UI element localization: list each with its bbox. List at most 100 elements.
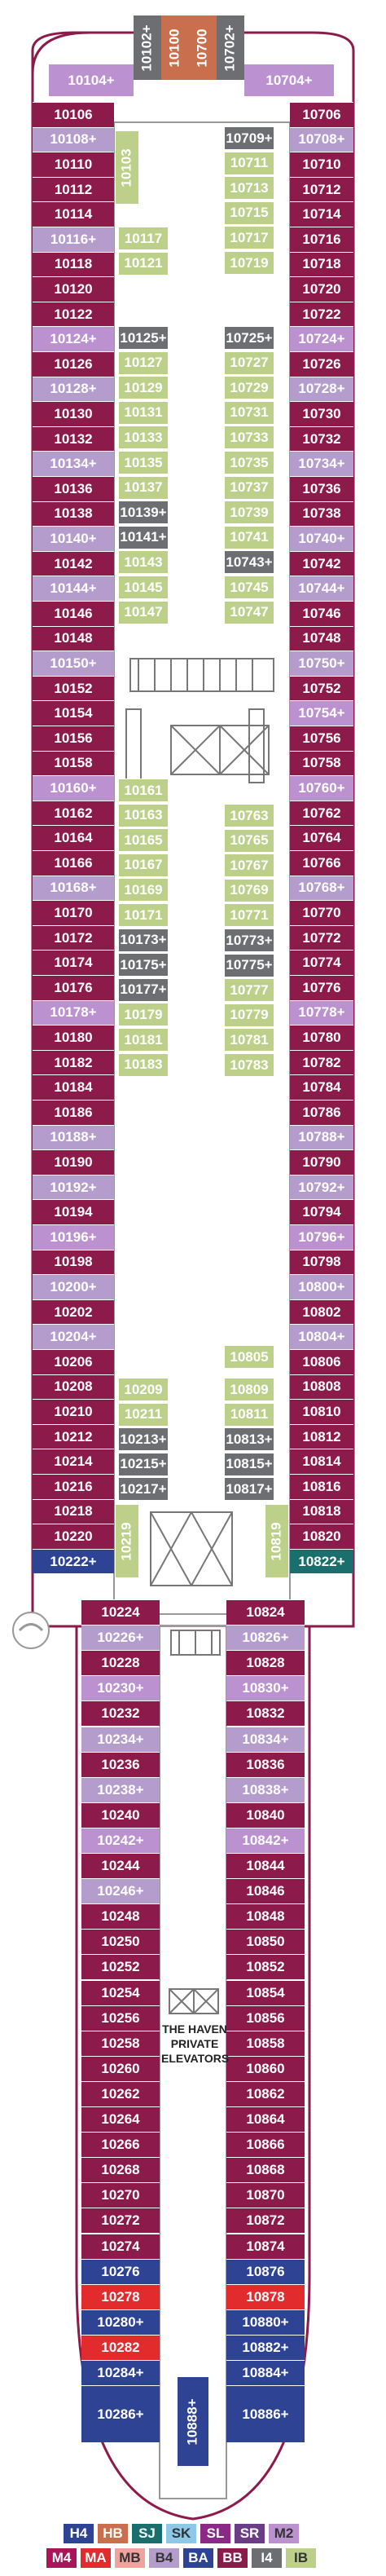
cabin-10850[interactable]: 10850 xyxy=(226,1929,305,1955)
cabin-10824[interactable]: 10824 xyxy=(226,1599,305,1625)
cabin-10738[interactable]: 10738 xyxy=(290,501,353,527)
cabin-10773-plus[interactable]: 10773+ xyxy=(225,929,274,951)
cabin-10727[interactable]: 10727 xyxy=(225,351,274,374)
cabin-10176[interactable]: 10176 xyxy=(33,975,114,1000)
cabin-10143[interactable]: 10143 xyxy=(119,550,168,574)
cabin-10771[interactable]: 10771 xyxy=(225,903,274,927)
cabin-10719[interactable]: 10719 xyxy=(225,251,274,274)
cabin-10137[interactable]: 10137 xyxy=(119,475,168,499)
cabin-10792-plus[interactable]: 10792+ xyxy=(290,1174,353,1200)
cabin-10130[interactable]: 10130 xyxy=(33,401,114,426)
cabin-10167[interactable]: 10167 xyxy=(119,853,168,876)
cabin-10125-plus[interactable]: 10125+ xyxy=(119,326,168,349)
cabin-10238-plus[interactable]: 10238+ xyxy=(81,1776,160,1802)
cabin-10779[interactable]: 10779 xyxy=(225,1003,274,1026)
cabin-10733[interactable]: 10733 xyxy=(225,426,274,449)
cabin-10880-plus[interactable]: 10880+ xyxy=(226,2309,305,2335)
cabin-10234-plus[interactable]: 10234+ xyxy=(81,1726,160,1752)
cabin-10788-plus[interactable]: 10788+ xyxy=(290,1124,353,1150)
cabin-10209[interactable]: 10209 xyxy=(119,1378,168,1400)
cabin-10171[interactable]: 10171 xyxy=(119,903,168,926)
cabin-10842-plus[interactable]: 10842+ xyxy=(226,1827,305,1853)
cabin-10750-plus[interactable]: 10750+ xyxy=(290,651,353,676)
cabin-10811[interactable]: 10811 xyxy=(225,1402,274,1426)
cabin-10117[interactable]: 10117 xyxy=(119,227,168,249)
cabin-10774[interactable]: 10774 xyxy=(290,950,353,975)
cabin-10244[interactable]: 10244 xyxy=(81,1853,160,1879)
cabin-10848[interactable]: 10848 xyxy=(226,1903,305,1930)
cabin-10141-plus[interactable]: 10141+ xyxy=(119,525,168,549)
cabin-10126[interactable]: 10126 xyxy=(33,351,114,377)
cabin-10822-plus[interactable]: 10822+ xyxy=(290,1548,353,1574)
cabin-10214[interactable]: 10214 xyxy=(33,1449,114,1474)
cabin-10181[interactable]: 10181 xyxy=(119,1028,168,1051)
cabin-10747[interactable]: 10747 xyxy=(225,600,274,624)
cabin-10794[interactable]: 10794 xyxy=(290,1199,353,1224)
cabin-10746[interactable]: 10746 xyxy=(290,601,353,626)
cabin-10260[interactable]: 10260 xyxy=(81,2055,160,2081)
cabin-10860[interactable]: 10860 xyxy=(226,2055,305,2081)
cabin-10172[interactable]: 10172 xyxy=(33,924,114,951)
cabin-10726[interactable]: 10726 xyxy=(290,351,353,377)
cabin-10815-plus[interactable]: 10815+ xyxy=(225,1452,274,1475)
cabin-10216[interactable]: 10216 xyxy=(33,1474,114,1499)
cabin-10730[interactable]: 10730 xyxy=(290,401,353,426)
cabin-10834-plus[interactable]: 10834+ xyxy=(226,1726,305,1752)
cabin-10763[interactable]: 10763 xyxy=(225,804,274,827)
cabin-10212[interactable]: 10212 xyxy=(33,1423,114,1449)
cabin-10882-plus[interactable]: 10882+ xyxy=(226,2334,305,2360)
cabin-10715[interactable]: 10715 xyxy=(225,201,274,224)
cabin-10775-plus[interactable]: 10775+ xyxy=(225,953,274,977)
cabin-10165[interactable]: 10165 xyxy=(119,828,168,852)
cabin-10732[interactable]: 10732 xyxy=(290,426,353,452)
cabin-10183[interactable]: 10183 xyxy=(119,1052,168,1076)
cabin-10170[interactable]: 10170 xyxy=(33,900,114,925)
cabin-10840[interactable]: 10840 xyxy=(226,1802,305,1828)
cabin-10709-plus[interactable]: 10709+ xyxy=(225,126,274,149)
cabin-10762[interactable]: 10762 xyxy=(290,800,353,826)
cabin-10745[interactable]: 10745 xyxy=(225,576,274,598)
cabin-10780[interactable]: 10780 xyxy=(290,1025,353,1050)
cabin-10706[interactable]: 10706 xyxy=(290,102,353,127)
cabin-10846[interactable]: 10846 xyxy=(226,1878,305,1904)
cabin-10148[interactable]: 10148 xyxy=(33,625,114,651)
cabin-10256[interactable]: 10256 xyxy=(81,2005,160,2031)
cabin-10808[interactable]: 10808 xyxy=(290,1374,353,1400)
cabin-10769[interactable]: 10769 xyxy=(225,878,274,902)
cabin-10708-plus[interactable]: 10708+ xyxy=(290,126,353,152)
cabin-10778-plus[interactable]: 10778+ xyxy=(290,999,353,1026)
cabin-10838-plus[interactable]: 10838+ xyxy=(226,1776,305,1802)
cabin-10142[interactable]: 10142 xyxy=(33,550,114,576)
cabin-10102-plus[interactable]: 10102+ xyxy=(134,15,161,80)
cabin-10162[interactable]: 10162 xyxy=(33,800,114,826)
cabin-10217-plus[interactable]: 10217+ xyxy=(119,1477,168,1501)
cabin-10830-plus[interactable]: 10830+ xyxy=(226,1675,305,1701)
cabin-10820[interactable]: 10820 xyxy=(290,1524,353,1549)
cabin-10135[interactable]: 10135 xyxy=(119,451,168,474)
cabin-10200-plus[interactable]: 10200+ xyxy=(33,1274,114,1299)
cabin-10204-plus[interactable]: 10204+ xyxy=(33,1324,114,1349)
cabin-10108-plus[interactable]: 10108+ xyxy=(33,126,114,152)
cabin-10768-plus[interactable]: 10768+ xyxy=(290,875,353,901)
cabin-10720[interactable]: 10720 xyxy=(290,276,353,302)
cabin-10872[interactable]: 10872 xyxy=(226,2208,305,2234)
cabin-10196-plus[interactable]: 10196+ xyxy=(33,1224,114,1250)
cabin-10742[interactable]: 10742 xyxy=(290,550,353,576)
cabin-10280-plus[interactable]: 10280+ xyxy=(81,2309,160,2335)
cabin-10828[interactable]: 10828 xyxy=(226,1650,305,1676)
cabin-10206[interactable]: 10206 xyxy=(33,1349,114,1374)
cabin-10781[interactable]: 10781 xyxy=(225,1028,274,1052)
cabin-10722[interactable]: 10722 xyxy=(290,301,353,327)
cabin-10190[interactable]: 10190 xyxy=(33,1149,114,1175)
cabin-10700[interactable]: 10700 xyxy=(189,15,217,80)
cabin-10180[interactable]: 10180 xyxy=(33,1025,114,1050)
cabin-10266[interactable]: 10266 xyxy=(81,2132,160,2158)
cabin-10213-plus[interactable]: 10213+ xyxy=(119,1427,168,1451)
cabin-10809[interactable]: 10809 xyxy=(225,1378,274,1400)
cabin-10242-plus[interactable]: 10242+ xyxy=(81,1827,160,1853)
cabin-10202[interactable]: 10202 xyxy=(33,1299,114,1325)
cabin-10786[interactable]: 10786 xyxy=(290,1100,353,1125)
cabin-10222-plus[interactable]: 10222+ xyxy=(33,1548,114,1574)
cabin-10246-plus[interactable]: 10246+ xyxy=(81,1878,160,1904)
cabin-10729[interactable]: 10729 xyxy=(225,376,274,399)
